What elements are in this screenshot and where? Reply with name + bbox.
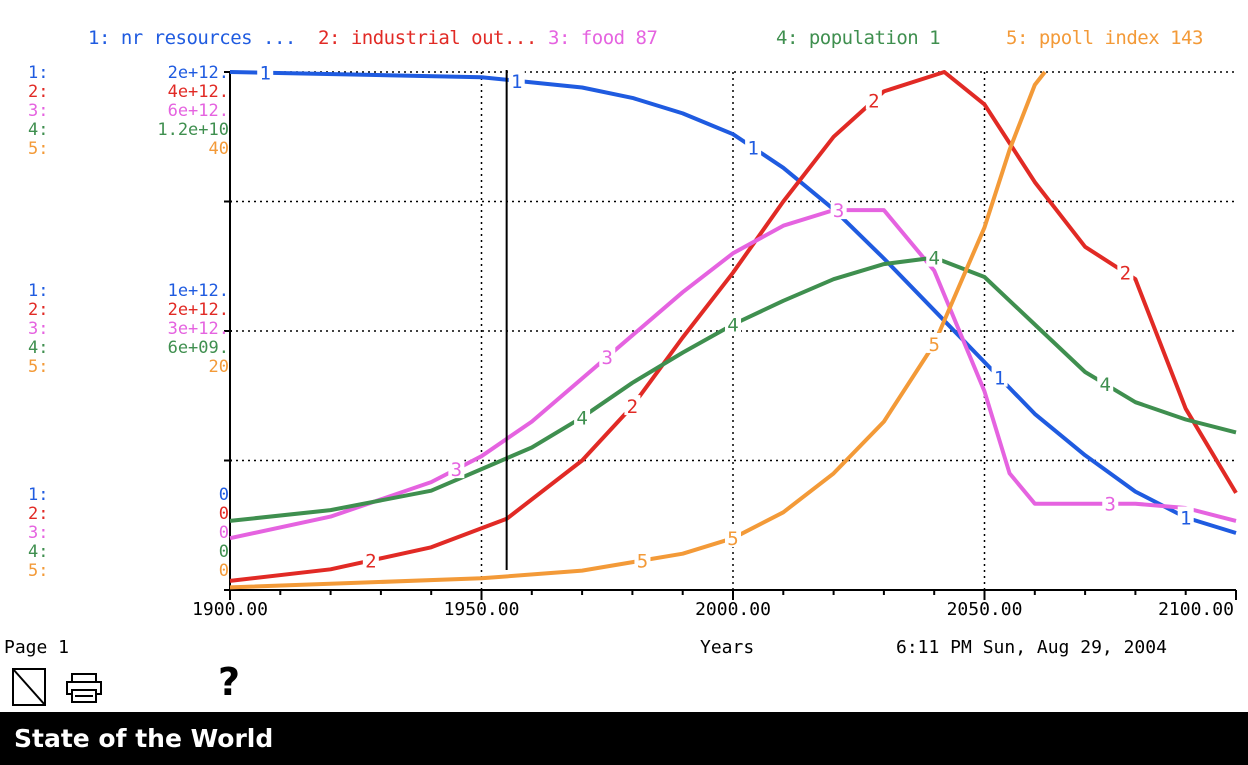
scale-index: 2: xyxy=(28,84,48,101)
series-marker-label: 4 xyxy=(1099,374,1110,396)
scale-value: 1e+12. xyxy=(168,283,229,300)
scale-row-3: 3: 6e+12. xyxy=(0,103,229,120)
scale-row-3: 3: 3e+12. xyxy=(0,321,229,338)
scale-row-4: 4: 0 xyxy=(0,544,229,561)
scale-row-1: 1: 2e+12. xyxy=(0,65,229,82)
timestamp: 6:11 PM Sun, Aug 29, 2004 xyxy=(896,637,1167,658)
scale-index: 1: xyxy=(28,65,48,82)
scale-value: 0 xyxy=(219,544,229,561)
scale-value: 1.2e+10 xyxy=(157,122,229,139)
series-marker-label: 3 xyxy=(833,200,844,222)
scale-value: 6e+12. xyxy=(168,103,229,120)
scale-value: 6e+09. xyxy=(168,340,229,357)
series-marker-label: 3 xyxy=(451,459,462,481)
series-marker-label: 3 xyxy=(602,347,613,369)
series-marker-label: 5 xyxy=(637,550,648,572)
window-title: State of the World xyxy=(14,724,273,753)
series-marker-label: 1 xyxy=(747,138,758,160)
scale-value: 0 xyxy=(219,487,229,504)
x-tick-label: 2050.00 xyxy=(947,599,1023,620)
series-marker-label: 2 xyxy=(868,90,879,112)
scale-row-4: 4: 1.2e+10 xyxy=(0,122,229,139)
scale-index: 4: xyxy=(28,122,48,139)
scale-row-2: 2: 2e+12. xyxy=(0,302,229,319)
scale-value: 2e+12. xyxy=(168,302,229,319)
series-marker-label: 1 xyxy=(259,63,270,85)
series-marker-label: 1 xyxy=(511,71,522,93)
series-marker-label: 2 xyxy=(627,396,638,418)
scale-row-1: 1: 0 xyxy=(0,487,229,504)
page-label: Page 1 xyxy=(4,637,69,658)
scale-value: 40 xyxy=(209,141,229,158)
scale-row-2: 2: 4e+12. xyxy=(0,84,229,101)
scale-index: 2: xyxy=(28,302,48,319)
x-axis-label: Years xyxy=(700,637,754,658)
scale-row-5: 5: 40 xyxy=(0,141,229,158)
scale-row-2: 2: 0 xyxy=(0,506,229,523)
scale-index: 5: xyxy=(28,141,48,158)
scale-value: 0 xyxy=(219,525,229,542)
scale-value: 4e+12. xyxy=(168,84,229,101)
series-marker-label: 2 xyxy=(365,550,376,572)
scale-index: 2: xyxy=(28,506,48,523)
series-marker-label: 4 xyxy=(576,407,587,429)
scale-index: 5: xyxy=(28,563,48,580)
scale-row-3: 3: 0 xyxy=(0,525,229,542)
print-icon[interactable] xyxy=(64,672,104,704)
scale-index: 4: xyxy=(28,340,48,357)
scale-index: 1: xyxy=(28,283,48,300)
scale-index: 3: xyxy=(28,103,48,120)
scale-index: 5: xyxy=(28,359,48,376)
scale-row-1: 1: 1e+12. xyxy=(0,283,229,300)
scale-index: 3: xyxy=(28,321,48,338)
series-marker-label: 4 xyxy=(928,248,939,270)
scale-value: 0 xyxy=(219,563,229,580)
scale-index: 4: xyxy=(28,544,48,561)
help-icon[interactable]: ? xyxy=(218,660,240,704)
scale-value: 3e+12. xyxy=(168,321,229,338)
scale-row-5: 5: 20 xyxy=(0,359,229,376)
scale-index: 3: xyxy=(28,525,48,542)
series-marker-label: 2 xyxy=(1120,263,1131,285)
x-tick-label: 2000.00 xyxy=(695,599,771,620)
scale-value: 20 xyxy=(209,359,229,376)
title-bar: State of the World xyxy=(0,712,1248,765)
x-tick-label: 1900.00 xyxy=(192,599,268,620)
series-marker-label: 1 xyxy=(1180,507,1191,529)
series-marker-label: 4 xyxy=(727,315,738,337)
series-marker-label: 5 xyxy=(727,528,738,550)
scale-index: 1: xyxy=(28,487,48,504)
scale-value: 0 xyxy=(219,506,229,523)
scale-row-5: 5: 0 xyxy=(0,563,229,580)
x-tick-label: 2100.00 xyxy=(1158,599,1234,620)
series-marker-label: 3 xyxy=(1105,494,1116,516)
x-tick-label: 1950.00 xyxy=(444,599,520,620)
page-turn-icon[interactable] xyxy=(12,668,46,706)
series-marker-label: 5 xyxy=(928,334,939,356)
scale-row-4: 4: 6e+09. xyxy=(0,340,229,357)
scale-value: 2e+12. xyxy=(168,65,229,82)
series-marker-label: 1 xyxy=(994,368,1005,390)
